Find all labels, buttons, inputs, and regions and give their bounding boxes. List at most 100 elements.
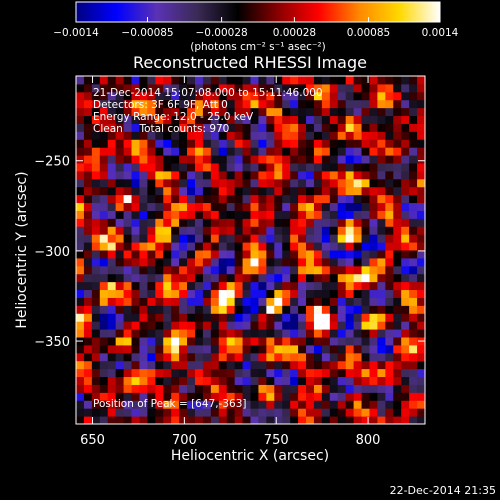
heatmap-cell: [274, 218, 283, 227]
heatmap-cell: [417, 289, 425, 298]
heatmap-cell: [282, 337, 291, 346]
heatmap-cell: [321, 408, 331, 417]
heatmap-cell: [202, 297, 212, 306]
heatmap-cell: [282, 273, 291, 283]
heatmap-cell: [107, 400, 117, 409]
heatmap-cell: [76, 131, 85, 140]
heatmap-cell: [377, 305, 386, 314]
heatmap-cell: [155, 131, 164, 140]
heatmap-cell: [202, 91, 212, 101]
heatmap-cell: [218, 226, 228, 235]
heatmap-cell: [218, 242, 228, 251]
heatmap-cell: [123, 313, 133, 322]
heatmap-cell: [385, 281, 394, 291]
heatmap-cell: [218, 265, 228, 275]
heatmap-cell: [163, 392, 172, 401]
heatmap-cell: [155, 91, 164, 101]
heatmap-cell: [250, 329, 259, 338]
heatmap-cell: [329, 91, 339, 101]
heatmap-cell: [115, 163, 125, 172]
heatmap-cell: [194, 83, 204, 93]
heatmap-cell: [282, 313, 291, 322]
heatmap-cell: [83, 115, 93, 124]
heatmap-cell: [76, 344, 85, 354]
heatmap-cell: [290, 416, 299, 424]
heatmap-cell: [306, 313, 315, 322]
heatmap-cell: [242, 202, 251, 211]
heatmap-cell: [210, 368, 220, 378]
heatmap-cell: [345, 242, 355, 251]
heatmap-cell: [361, 234, 370, 243]
heatmap-cell: [83, 360, 93, 370]
heatmap-cell: [147, 226, 156, 235]
heatmap-cell: [179, 242, 188, 251]
heatmap-cell: [321, 131, 331, 140]
heatmap-cell: [409, 147, 418, 156]
heatmap-cell: [369, 305, 378, 314]
heatmap-cell: [409, 360, 418, 370]
heatmap-cell: [83, 107, 93, 117]
heatmap-cell: [218, 392, 228, 401]
heatmap-cell: [353, 210, 363, 219]
heatmap-cell: [155, 155, 164, 164]
heatmap-cell: [131, 210, 140, 219]
heatmap-cell: [242, 352, 251, 362]
heatmap-cell: [290, 321, 299, 330]
heatmap-cell: [218, 218, 228, 227]
heatmap-cell: [417, 321, 425, 330]
heatmap-cell: [313, 321, 323, 330]
heatmap-cell: [99, 91, 109, 101]
heatmap-cell: [115, 186, 125, 196]
heatmap-cell: [385, 178, 394, 188]
heatmap-cell: [353, 83, 363, 93]
heatmap-cell: [401, 170, 410, 180]
heatmap-cell: [258, 305, 267, 314]
heatmap-cell: [329, 123, 339, 132]
heatmap-cell: [202, 147, 212, 156]
heatmap-cell: [123, 186, 133, 196]
heatmap-cell: [258, 99, 267, 109]
heatmap-cell: [218, 99, 228, 109]
heatmap-cell: [385, 392, 394, 401]
heatmap-cell: [393, 210, 402, 219]
heatmap-cell: [139, 392, 148, 401]
heatmap-cell: [313, 289, 323, 298]
heatmap-cell: [210, 337, 220, 346]
heatmap-cell: [313, 337, 323, 346]
heatmap-cell: [139, 99, 148, 109]
heatmap-cell: [250, 115, 259, 124]
heatmap-cell: [321, 337, 331, 346]
heatmap-cell: [321, 392, 331, 401]
heatmap-cell: [83, 416, 93, 424]
heatmap-cell: [353, 329, 363, 338]
heatmap-cell: [361, 265, 370, 275]
heatmap-cell: [218, 305, 228, 314]
heatmap-cell: [83, 250, 93, 259]
heatmap-cell: [187, 289, 196, 298]
heatmap-cell: [187, 265, 196, 275]
heatmap-cell: [99, 376, 109, 385]
heatmap-cell: [242, 273, 251, 283]
heatmap-cell: [76, 107, 85, 117]
heatmap-cell: [234, 242, 244, 251]
heatmap-cell: [274, 392, 283, 401]
heatmap-cell: [258, 265, 267, 275]
heatmap-cell: [171, 352, 180, 362]
heatmap-cell: [123, 83, 133, 93]
heatmap-cell: [242, 360, 251, 370]
heatmap-cell: [321, 99, 331, 109]
heatmap-cell: [139, 115, 148, 124]
heatmap-cell: [282, 376, 291, 385]
heatmap-cell: [290, 218, 299, 227]
heatmap-cell: [91, 416, 101, 424]
heatmap-cell: [76, 313, 85, 322]
heatmap-cell: [321, 139, 331, 148]
heatmap-cell: [139, 368, 148, 378]
heatmap-cell: [171, 139, 180, 148]
heatmap-cell: [377, 265, 386, 275]
heatmap-cell: [417, 123, 425, 132]
heatmap-cell: [147, 139, 156, 148]
heatmap-cell: [361, 329, 370, 338]
heatmap-cell: [202, 186, 212, 196]
heatmap-cell: [321, 297, 331, 306]
